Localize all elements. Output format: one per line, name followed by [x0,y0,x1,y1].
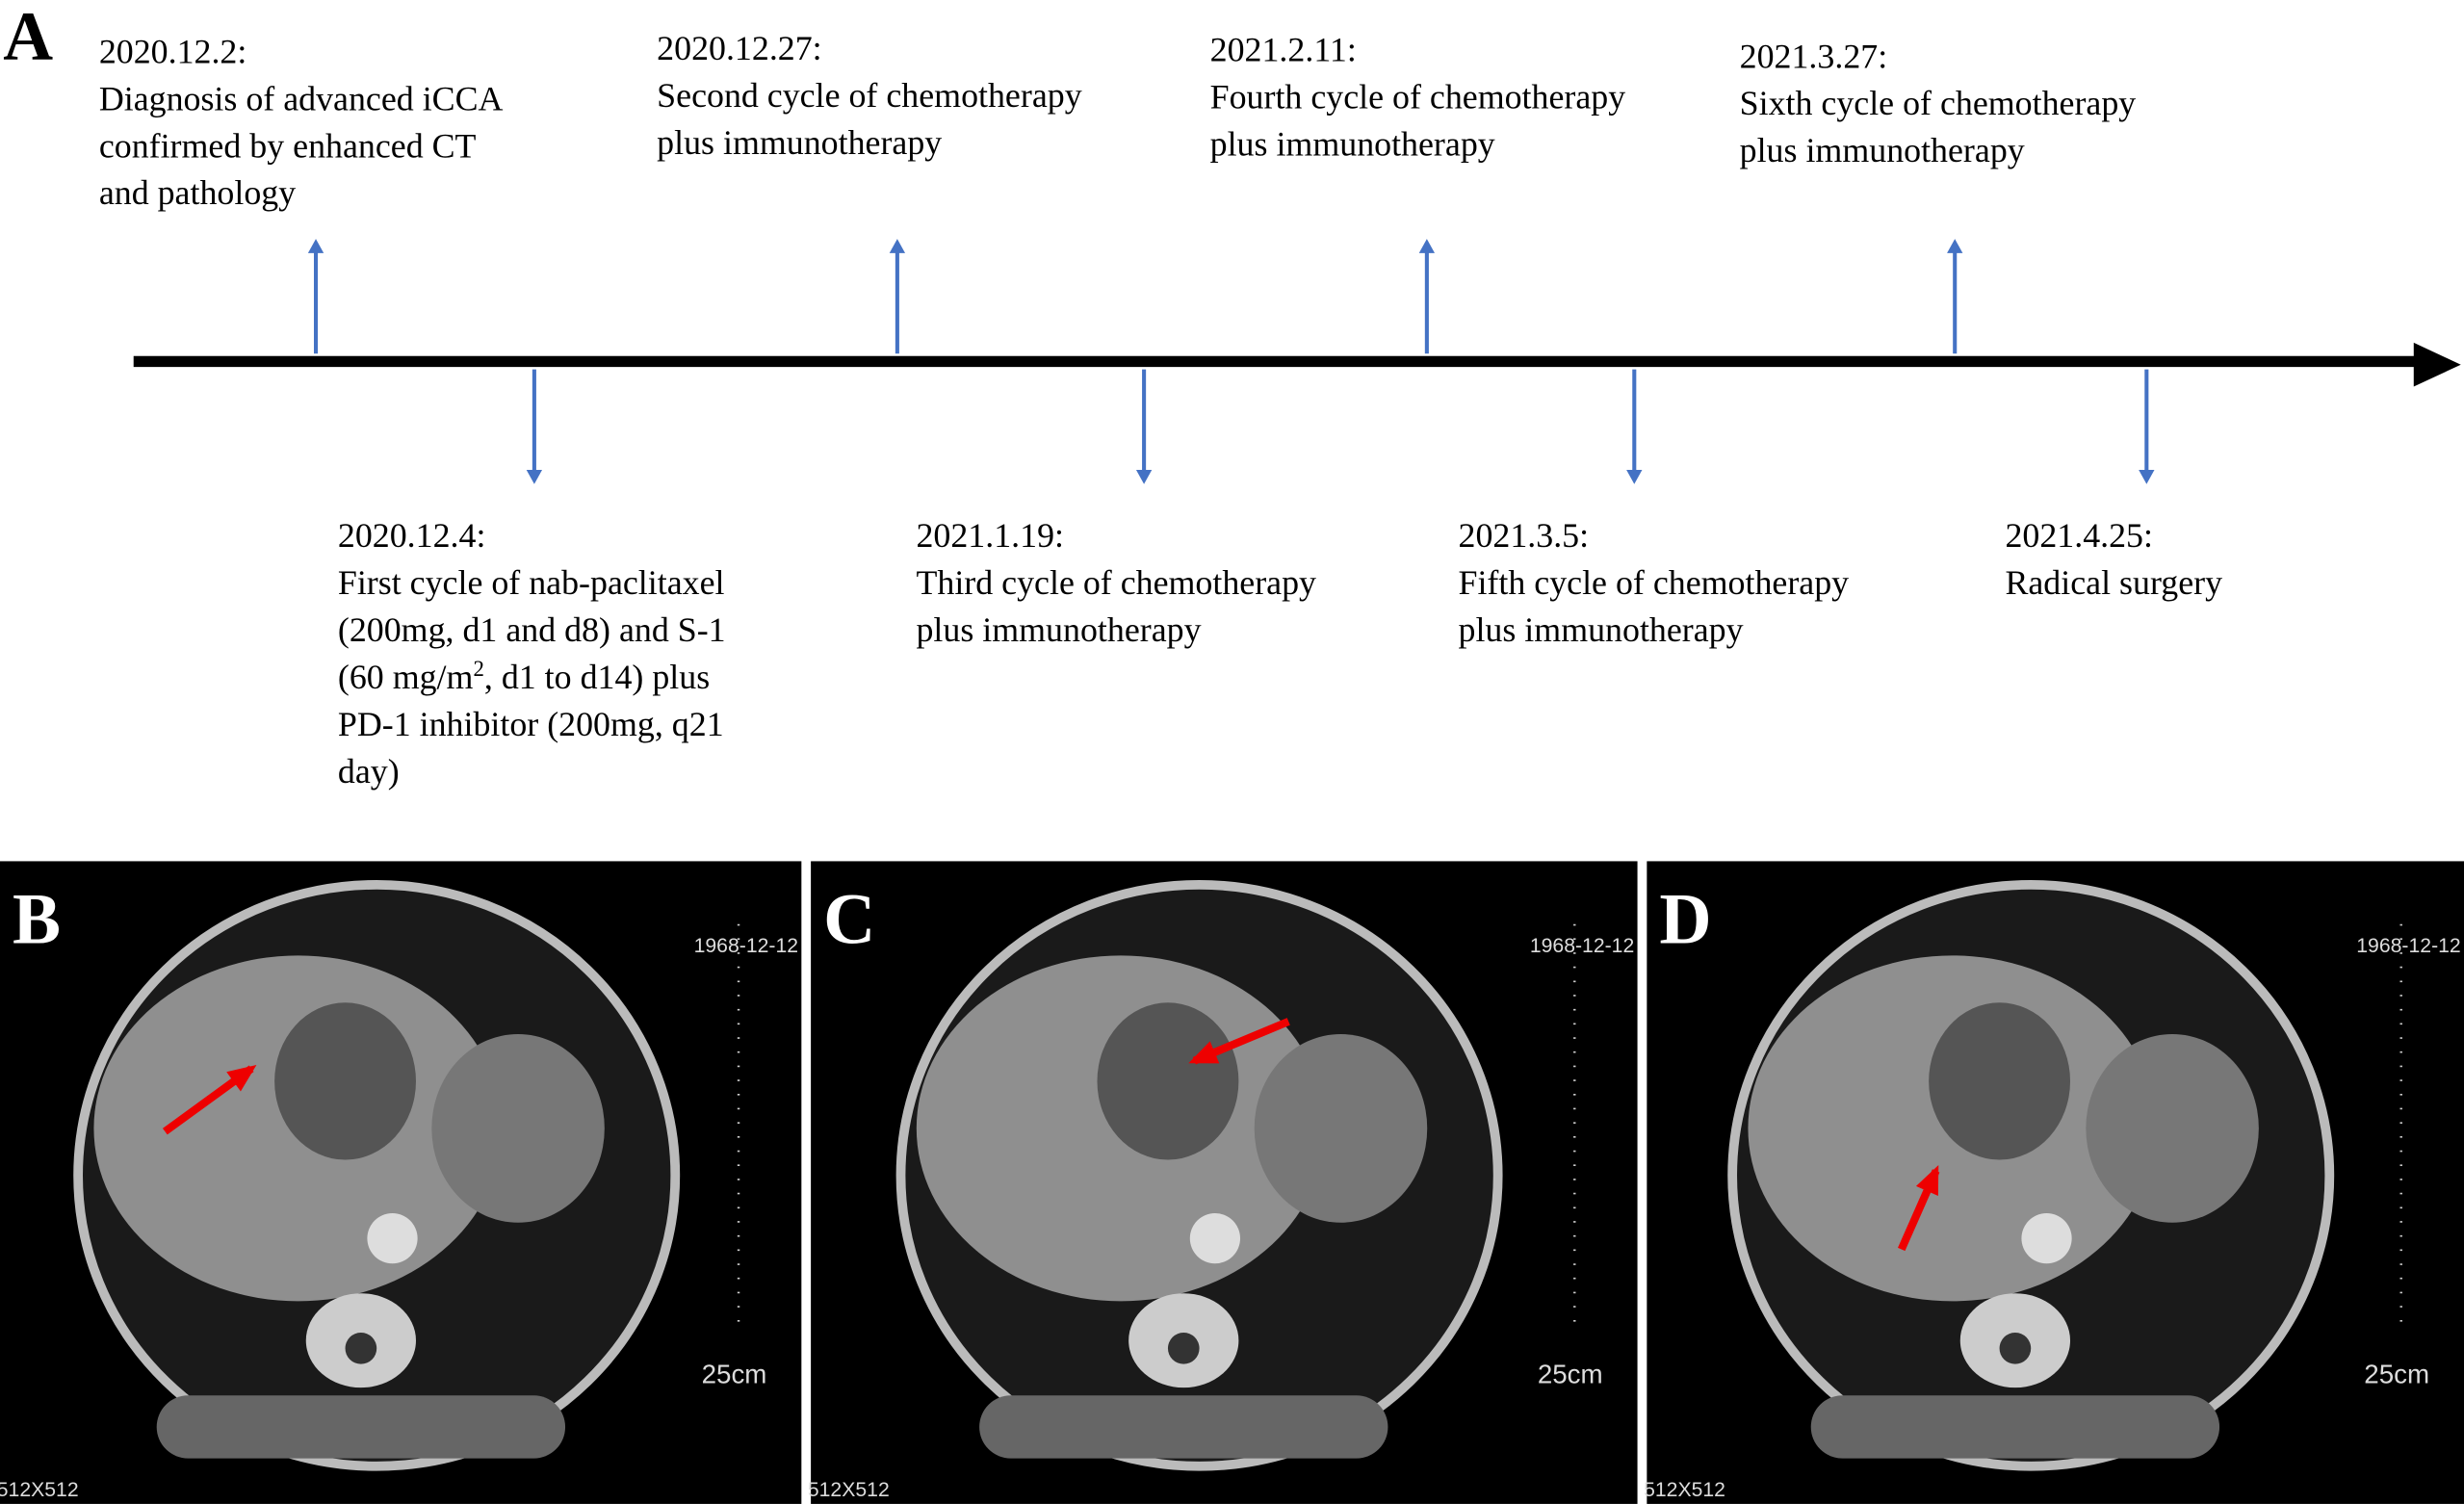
event-text: First cycle of nab-paclitaxel [338,563,725,602]
date-stamp: 1968-12-12 [2356,935,2460,957]
event-text: and pathology [99,173,296,212]
spinal-canal [345,1333,377,1364]
back-muscle [156,1395,566,1459]
date-stamp: 1968-12-12 [694,935,798,957]
event-text: plus immunotherapy [916,610,1201,649]
scale-label: 25cm [702,1359,767,1388]
red-arrowhead [1915,1164,1939,1196]
scale-label: 25cm [1538,1359,1603,1388]
event-date: 2020.12.27: [657,29,821,67]
event-date: 2021.4.25: [2005,516,2153,555]
event-text: Radical surgery [2005,563,2222,602]
event-arrowhead [1418,239,1436,253]
event-text: Fourth cycle of chemotherapy [1210,78,1626,117]
lesion [1929,1002,2071,1160]
event-text: plus immunotherapy [1459,610,1744,649]
event-text: Second cycle of chemotherapy [657,76,1082,115]
event-text-part: , d1 to d14) plus [484,658,710,696]
event-arrowhead [889,239,906,253]
event-arrowhead [2139,470,2155,484]
scale-label: 25cm [2364,1359,2429,1388]
panel-label: B [13,879,61,959]
event-text: confirmed by enhanced CT [99,126,477,165]
event-arrowhead [307,239,324,253]
stomach [431,1033,605,1223]
back-muscle [979,1395,1388,1459]
spinal-canal [1167,1333,1200,1364]
event-text-part: (60 mg/m [338,658,474,696]
stomach [2086,1033,2259,1223]
date-stamp: 1968-12-12 [1530,935,1634,957]
event-date: 2021.2.11: [1210,31,1357,69]
event-text: day) [338,752,400,791]
event-date: 2021.1.19: [916,516,1064,555]
aorta [1189,1212,1241,1264]
matrix-label: 512X512 [1644,1479,1725,1501]
panel-label: C [823,879,875,959]
event-date: 2020.12.2: [99,32,247,70]
lesion [1097,1002,1239,1160]
event-arrowhead [1947,239,1963,253]
event-text: plus immunotherapy [1210,125,1495,164]
aorta [2021,1212,2072,1264]
event-arrowhead [1626,470,1643,484]
event-arrowhead [526,470,543,484]
event-date: 2021.3.27: [1740,37,1888,75]
red-arrowhead [1188,1041,1220,1064]
event-arrowhead [1135,470,1153,484]
event-text: PD-1 inhibitor (200mg, q21 [338,705,724,743]
event-text: Sixth cycle of chemotherapy [1740,84,2137,122]
event-text: (200mg, d1 and d8) and S-1 [338,610,726,649]
event-date: 2021.3.5: [1459,516,1590,555]
event-text: Diagnosis of advanced iCCA [99,79,504,117]
event-text: Fifth cycle of chemotherapy [1459,563,1850,602]
matrix-label: 512X512 [0,1479,79,1501]
red-arrowhead [226,1065,257,1092]
event-text: Third cycle of chemotherapy [916,563,1316,602]
panel-label: D [1659,879,1711,959]
event-date: 2020.12.4: [338,516,486,555]
lesion [274,1002,416,1160]
event-text: plus immunotherapy [1740,131,2025,169]
back-muscle [1810,1395,2220,1459]
timeline-arrowhead [2413,342,2461,387]
superscript: 2 [473,657,483,681]
spinal-canal [1999,1333,2032,1364]
panel-label: A [3,0,53,75]
aorta [367,1212,418,1264]
event-text: (60 mg/m2, d1 to d14) plus [338,657,710,696]
matrix-label: 512X512 [808,1479,890,1501]
stomach [1254,1033,1428,1223]
event-text: plus immunotherapy [657,123,942,162]
